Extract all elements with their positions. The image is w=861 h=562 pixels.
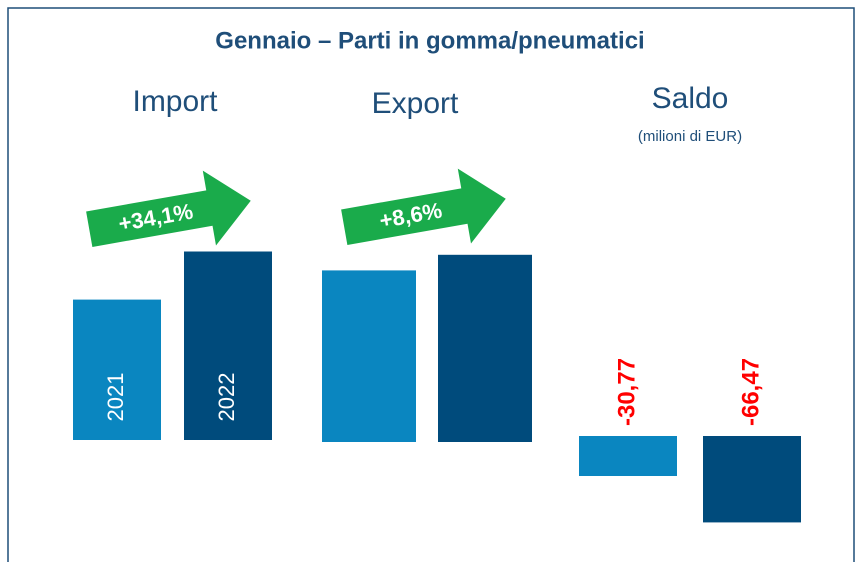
change-arrow (86, 170, 251, 247)
category-label: 2022 (214, 373, 239, 422)
panel-title: Import (132, 85, 218, 118)
category-label: 2021 (103, 373, 128, 422)
bar (322, 270, 416, 442)
change-arrow (341, 168, 506, 245)
value-label: -66,47 (737, 358, 764, 426)
panel-title: Saldo (652, 82, 729, 115)
bar (438, 254, 532, 442)
bar (184, 251, 272, 440)
chart-title: Gennaio – Parti in gomma/pneumatici (215, 27, 644, 54)
panel-title: Export (372, 87, 459, 120)
unit-label: (milioni di EUR) (638, 128, 742, 145)
bar (579, 436, 677, 477)
bar (73, 299, 161, 440)
frame (7, 7, 855, 562)
value-label: -30,77 (613, 358, 640, 426)
bar (703, 436, 801, 523)
